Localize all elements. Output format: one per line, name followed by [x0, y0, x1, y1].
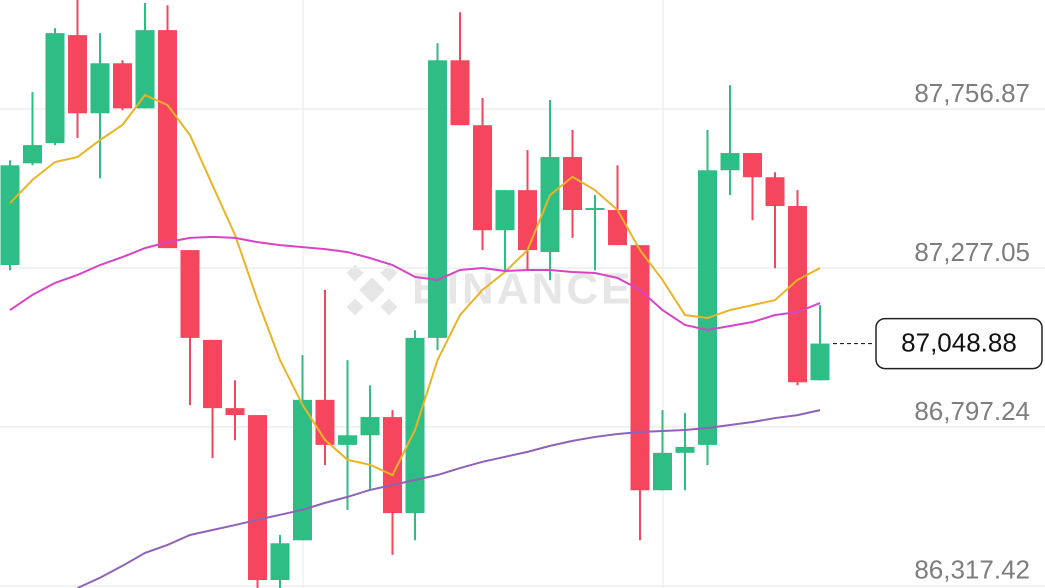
- candle-body: [225, 408, 245, 416]
- candle-body: [653, 452, 672, 491]
- candle-body: [698, 170, 717, 445]
- candle-body: [90, 63, 110, 114]
- candle-body: [135, 30, 155, 109]
- moving-average-line: [77, 409, 821, 588]
- candle-body: [338, 435, 357, 445]
- candle-body: [68, 35, 87, 114]
- candle-body: [450, 60, 470, 126]
- candle-body: [720, 153, 740, 171]
- candle-body: [563, 157, 582, 211]
- candle-body: [270, 543, 290, 581]
- y-tick-label: 86,317.42: [914, 555, 1030, 585]
- y-tick-label: 86,797.24: [914, 396, 1030, 426]
- candle-body: [428, 60, 447, 338]
- candle-body: [788, 206, 807, 383]
- candle-body: [540, 157, 560, 253]
- candle-body: [765, 177, 785, 207]
- candle-body: [293, 399, 312, 541]
- candle-body: [158, 30, 177, 249]
- moving-average-line: [9, 93, 821, 477]
- candle-body: [495, 190, 515, 231]
- candle-body: [203, 339, 222, 409]
- candle-body: [360, 417, 380, 436]
- candle-body: [608, 210, 627, 246]
- current-price-box: [875, 317, 1043, 370]
- moving-average-line: [9, 235, 821, 331]
- candle-body: [180, 250, 200, 338]
- candle-body: [675, 446, 695, 453]
- candle-body: [383, 417, 402, 514]
- y-tick-label: 87,756.87: [914, 78, 1030, 108]
- candle-body: [405, 337, 425, 514]
- candle-body: [248, 415, 267, 581]
- candle-body: [23, 145, 42, 164]
- candle-body: [518, 190, 537, 251]
- candle-body: [810, 343, 830, 381]
- candle-body: [473, 125, 492, 231]
- candle-body: [45, 33, 65, 144]
- candle-body: [585, 208, 605, 211]
- candle-body: [743, 153, 762, 178]
- candle-body: [113, 63, 132, 109]
- current-price-label: 87,048.88: [901, 327, 1017, 357]
- y-tick-label: 87,277.05: [914, 237, 1030, 267]
- candle-body: [0, 165, 20, 266]
- candle-body: [630, 245, 650, 491]
